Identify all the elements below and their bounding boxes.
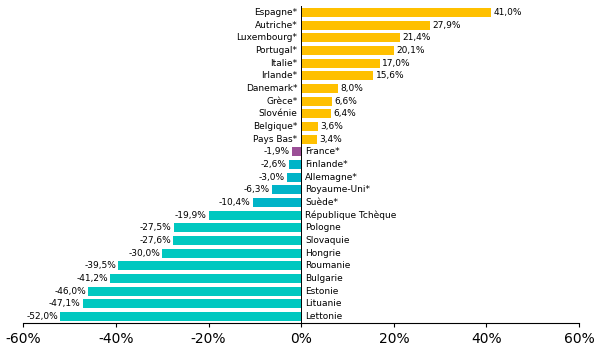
Text: Italie*: Italie*	[271, 59, 298, 68]
Text: -52,0%: -52,0%	[26, 312, 58, 321]
Text: Espagne*: Espagne*	[254, 8, 298, 17]
Text: Autriche*: Autriche*	[255, 21, 298, 30]
Text: Danemark*: Danemark*	[246, 84, 298, 93]
Text: -47,1%: -47,1%	[49, 299, 81, 308]
Text: Luxembourg*: Luxembourg*	[236, 33, 298, 42]
Bar	[88, 287, 301, 296]
Text: Lettonie: Lettonie	[305, 312, 342, 321]
Text: Estonie: Estonie	[305, 287, 338, 296]
Text: Bulgarie: Bulgarie	[305, 274, 343, 283]
Bar	[173, 236, 301, 245]
Bar	[289, 160, 301, 169]
Text: Portugal*: Portugal*	[256, 46, 298, 55]
Text: 8,0%: 8,0%	[341, 84, 364, 93]
Text: -46,0%: -46,0%	[54, 287, 86, 296]
Bar	[301, 122, 318, 131]
Bar	[253, 198, 301, 207]
Bar	[83, 299, 301, 308]
Text: Pologne: Pologne	[305, 223, 341, 232]
Text: Allemagne*: Allemagne*	[305, 172, 358, 182]
Text: 3,4%: 3,4%	[319, 135, 342, 144]
Text: 27,9%: 27,9%	[433, 21, 461, 30]
Bar	[301, 134, 317, 144]
Bar	[118, 261, 301, 270]
Text: -27,6%: -27,6%	[139, 236, 171, 245]
Bar	[61, 312, 301, 321]
Bar	[301, 33, 400, 42]
Bar	[162, 249, 301, 258]
Bar	[287, 172, 301, 182]
Text: -30,0%: -30,0%	[128, 249, 160, 258]
Text: -6,3%: -6,3%	[244, 185, 270, 194]
Bar	[174, 223, 301, 232]
Text: Slovénie: Slovénie	[259, 109, 298, 118]
Text: 41,0%: 41,0%	[493, 8, 522, 17]
Bar	[110, 274, 301, 283]
Text: Belgique*: Belgique*	[253, 122, 298, 131]
Text: Hongrie: Hongrie	[305, 249, 341, 258]
Text: 20,1%: 20,1%	[397, 46, 425, 55]
Text: Royaume-Uni*: Royaume-Uni*	[305, 185, 370, 194]
Bar	[301, 59, 380, 68]
Text: 6,4%: 6,4%	[333, 109, 356, 118]
Text: -1,9%: -1,9%	[264, 147, 290, 156]
Text: Lituanie: Lituanie	[305, 299, 341, 308]
Bar	[292, 147, 301, 156]
Text: 3,6%: 3,6%	[320, 122, 343, 131]
Bar	[301, 46, 394, 55]
Text: -3,0%: -3,0%	[259, 172, 285, 182]
Bar	[301, 96, 332, 106]
Text: France*: France*	[305, 147, 340, 156]
Bar	[272, 185, 301, 194]
Bar	[301, 84, 338, 93]
Text: -39,5%: -39,5%	[84, 261, 116, 270]
Bar	[209, 210, 301, 220]
Bar	[301, 109, 331, 118]
Bar	[301, 8, 491, 17]
Text: -10,4%: -10,4%	[219, 198, 251, 207]
Text: -2,6%: -2,6%	[261, 160, 287, 169]
Text: 17,0%: 17,0%	[382, 59, 411, 68]
Bar	[301, 71, 373, 80]
Text: -19,9%: -19,9%	[175, 210, 207, 220]
Text: Grèce*: Grèce*	[266, 97, 298, 106]
Text: République Tchèque: République Tchèque	[305, 210, 396, 220]
Text: Irlande*: Irlande*	[262, 71, 298, 80]
Text: Roumanie: Roumanie	[305, 261, 350, 270]
Text: Finlande*: Finlande*	[305, 160, 347, 169]
Text: 21,4%: 21,4%	[403, 33, 431, 42]
Bar	[301, 21, 430, 30]
Text: 6,6%: 6,6%	[334, 97, 357, 106]
Text: -41,2%: -41,2%	[76, 274, 108, 283]
Text: Slovaquie: Slovaquie	[305, 236, 349, 245]
Text: Suède*: Suède*	[305, 198, 338, 207]
Text: Pays Bas*: Pays Bas*	[253, 135, 298, 144]
Text: 15,6%: 15,6%	[376, 71, 404, 80]
Text: -27,5%: -27,5%	[140, 223, 172, 232]
